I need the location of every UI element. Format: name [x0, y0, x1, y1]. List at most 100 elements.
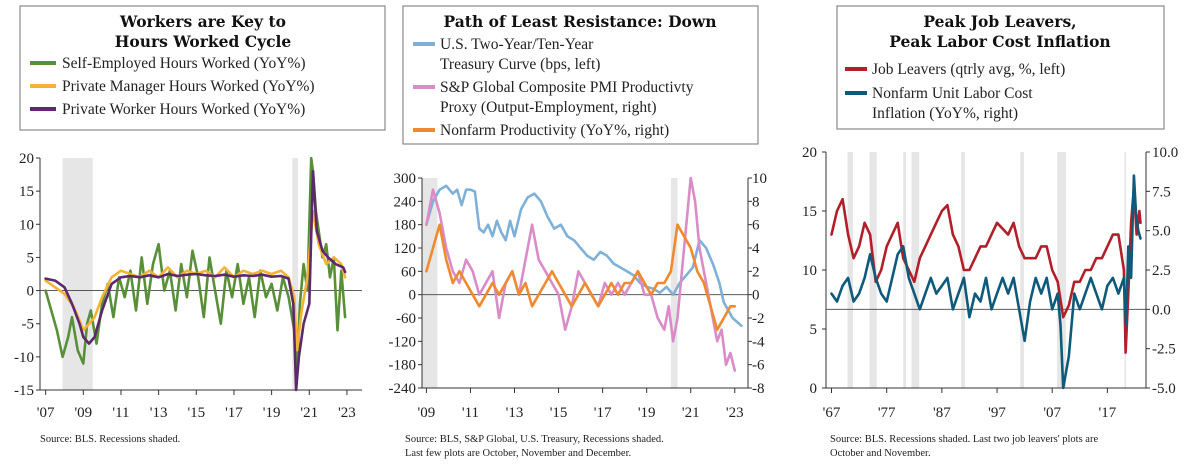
left-tick-label: -240 [389, 381, 417, 397]
x-tick-label: '77 [878, 405, 896, 421]
left-tick-label: 60 [401, 264, 416, 280]
legend-swatch-nonfarm-productivity [413, 128, 435, 132]
series-line-1-1 [44, 156, 347, 379]
right-tick-label: 5.0 [1152, 224, 1171, 240]
right-tick-label: 6 [752, 218, 760, 234]
recession-band [903, 152, 906, 388]
right-tick-label: 10.0 [1152, 145, 1178, 161]
recession-band [422, 178, 438, 388]
left-tick-label: 180 [394, 218, 417, 234]
panel-1-title-line-2: Hours Worked Cycle [115, 32, 292, 51]
legend-label-private-manager: Private Manager Hours Worked (YoY%) [62, 78, 315, 95]
panel-1-series-lines [44, 156, 347, 392]
series-line-1-3 [44, 170, 347, 392]
chart-panel-job-leavers: Peak Job Leavers, Peak Labor Cost Inflat… [802, 5, 1178, 459]
legend-swatch-pmi-proxy [413, 85, 435, 89]
x-tick-label: '97 [988, 405, 1006, 421]
panel-1-title-line-1: Workers are Key to [119, 12, 286, 31]
right-tick-label: -6 [752, 358, 765, 374]
panel-3-source-line-2: October and November. [830, 448, 931, 459]
legend-label-pmi-proxy-line-2: Proxy (Output-Employment, right) [440, 99, 657, 116]
series-line-3-2 [830, 174, 1142, 390]
legend-swatch-treasury-curve [413, 42, 435, 46]
panel-1-source-note: Source: BLS. Recessions shaded. [40, 434, 180, 445]
recession-band [1020, 152, 1025, 388]
left-tick-label: 15 [19, 184, 34, 200]
left-tick-label: 20 [19, 151, 34, 167]
legend-swatch-private-manager [30, 84, 56, 88]
left-tick-label: 10 [19, 217, 34, 233]
right-tick-label: 0.0 [1152, 302, 1171, 318]
legend-swatch-unit-labor-cost [845, 91, 867, 95]
x-tick-label: '17 [594, 405, 612, 421]
panel-2-source-line-1: Source: BLS, S&P Global, U.S. Treasury, … [405, 434, 664, 445]
recession-band [670, 178, 678, 388]
right-tick-label: 7.5 [1152, 184, 1171, 200]
x-tick-label: '23 [726, 405, 744, 421]
recession-band [847, 152, 854, 388]
x-tick-label: '67 [823, 405, 841, 421]
panel-3-title-line-1: Peak Job Leavers, [923, 12, 1076, 31]
x-tick-label: '07 [1043, 405, 1061, 421]
left-tick-label: 10 [802, 263, 817, 279]
right-tick-label: 4 [752, 241, 760, 257]
left-tick-label: 5 [810, 322, 818, 338]
x-tick-label: '07 [37, 405, 55, 421]
left-tick-label: 0 [810, 381, 818, 397]
legend-label-treasury-curve-line-2: Treasury Curve (bps, left) [440, 56, 600, 73]
left-tick-label: -10 [14, 350, 34, 366]
panel-1-header-frame [19, 5, 386, 131]
panel-3-series-lines [830, 174, 1142, 390]
x-tick-label: '13 [150, 405, 168, 421]
recession-band [62, 158, 93, 390]
legend-label-job-leavers: Job Leavers (qtrly avg, %, left) [872, 61, 1065, 78]
left-tick-label: -60 [396, 311, 416, 327]
x-tick-label: '17 [225, 405, 243, 421]
x-tick-label: '23 [338, 405, 356, 421]
left-tick-label: 5 [27, 250, 35, 266]
chart-panel-hours-worked: Workers are Key to Hours Worked Cycle Se… [14, 0, 386, 471]
legend-swatch-self-employed [30, 61, 56, 65]
left-tick-label: 0 [409, 288, 417, 304]
x-tick-label: '21 [300, 405, 318, 421]
panel-2-title: Path of Least Resistance: Down [444, 12, 717, 31]
x-tick-label: '21 [682, 405, 700, 421]
series-line-1-2 [44, 209, 347, 352]
x-tick-label: '11 [112, 405, 129, 421]
left-tick-label: 120 [394, 241, 417, 257]
panel-2-axes: 300 240 180 120 60 0 -60 -120 -180 -240 10 8 6 4 2 0 -2 -… [389, 171, 768, 421]
legend-swatch-job-leavers [845, 67, 867, 71]
x-tick-label: '15 [187, 405, 205, 421]
panel-1-header-box: Workers are Key to Hours Worked Cycle Se… [19, 5, 386, 131]
x-tick-label: '19 [263, 405, 281, 421]
left-tick-label: -15 [14, 383, 34, 399]
left-tick-label: 15 [802, 204, 817, 220]
right-tick-label: -8 [752, 381, 765, 397]
panel-2-series-lines [425, 176, 743, 372]
x-tick-label: '11 [462, 405, 479, 421]
legend-label-pmi-proxy-line-1: S&P Global Composite PMI Productivty [440, 79, 694, 96]
x-tick-label: '15 [550, 405, 568, 421]
panel-3-header-frame [836, 5, 1165, 130]
legend-swatch-private-worker [30, 107, 56, 111]
x-tick-label: '87 [933, 405, 951, 421]
right-tick-label: -2.5 [1152, 342, 1176, 358]
right-tick-label: -5.0 [1152, 381, 1176, 397]
series-line-2-3 [425, 223, 737, 332]
right-tick-label: -2 [752, 311, 765, 327]
panel-2-source-line-2: Last few plots are October, November and… [405, 448, 631, 459]
panel-2-header-frame [402, 5, 759, 145]
right-tick-label: 2 [752, 264, 760, 280]
left-tick-label: 240 [394, 194, 417, 210]
left-tick-label: -5 [22, 317, 35, 333]
panel-3-title-line-2: Peak Labor Cost Inflation [889, 32, 1110, 51]
right-tick-label: 0 [752, 288, 760, 304]
right-tick-label: 10 [752, 171, 767, 187]
right-tick-label: 2.5 [1152, 263, 1171, 279]
legend-label-nonfarm-productivity: Nonfarm Productivity (YoY%, right) [440, 122, 669, 139]
right-tick-label: 8 [752, 194, 760, 210]
recession-band [292, 158, 298, 390]
legend-label-unit-labor-cost-line-1: Nonfarm Unit Labor Cost [872, 85, 1033, 102]
left-tick-label: -180 [389, 358, 417, 374]
